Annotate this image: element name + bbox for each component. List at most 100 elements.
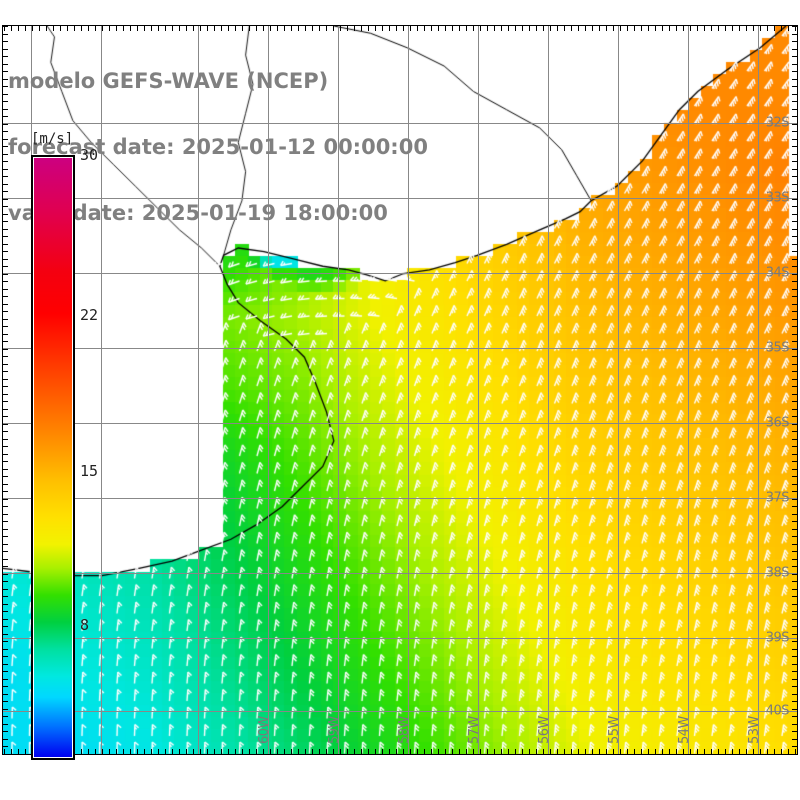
axis-tick [792, 349, 797, 350]
axis-tick [494, 749, 495, 754]
gridline-meridian [688, 26, 689, 754]
axis-tick [3, 146, 8, 147]
axis-tick [792, 379, 797, 380]
axis-tick [792, 394, 797, 395]
axis-tick [347, 749, 348, 754]
axis-tick [3, 671, 8, 672]
axis-tick [3, 604, 8, 605]
gridline-parallel [3, 123, 797, 124]
axis-tick [137, 26, 138, 31]
axis-tick [3, 244, 8, 245]
axis-tick [3, 326, 8, 327]
axis-tick [3, 521, 8, 522]
axis-tick [641, 26, 642, 31]
axis-tick [792, 551, 797, 552]
axis-tick [3, 641, 8, 642]
axis-tick [725, 749, 726, 754]
axis-tick [792, 694, 797, 695]
axis-tick [340, 749, 341, 754]
axis-tick [221, 749, 222, 754]
axis-tick [3, 289, 8, 290]
axis-tick [3, 139, 8, 140]
axis-tick [792, 656, 797, 657]
axis-tick [207, 26, 208, 31]
axis-tick [347, 26, 348, 31]
axis-tick [319, 26, 320, 31]
axis-tick [368, 749, 369, 754]
axis-tick [613, 26, 614, 31]
axis-tick [697, 749, 698, 754]
axis-tick [620, 749, 621, 754]
axis-tick [634, 749, 635, 754]
axis-tick [354, 749, 355, 754]
axis-tick [249, 749, 250, 754]
axis-tick [3, 266, 8, 267]
axis-tick [417, 26, 418, 31]
axis-tick [792, 176, 797, 177]
axis-tick [792, 476, 797, 477]
axis-tick [158, 26, 159, 31]
axis-tick [375, 26, 376, 31]
axis-tick [109, 26, 110, 31]
axis-tick [788, 749, 789, 754]
axis-tick [3, 454, 8, 455]
axis-tick [3, 311, 8, 312]
axis-tick [792, 581, 797, 582]
axis-tick [732, 26, 733, 31]
axis-tick [74, 26, 75, 31]
axis-tick [606, 26, 607, 31]
axis-tick [792, 341, 797, 342]
axis-tick [571, 749, 572, 754]
axis-tick [179, 749, 180, 754]
axis-tick [550, 749, 551, 754]
axis-tick [3, 446, 8, 447]
axis-tick [3, 649, 8, 650]
axis-tick [3, 64, 8, 65]
map-plot-area[interactable]: 32S33S34S35S36S37S38S39S40S41S 61W60W59W… [2, 25, 798, 755]
axis-tick [3, 634, 8, 635]
axis-tick [3, 716, 8, 717]
axis-tick [3, 386, 8, 387]
axis-tick [557, 26, 558, 31]
axis-tick [704, 26, 705, 31]
axis-tick [792, 401, 797, 402]
axis-tick [792, 49, 797, 50]
axis-tick [792, 619, 797, 620]
axis-tick [774, 26, 775, 31]
latitude-label: 39S [765, 630, 790, 646]
gridline-parallel [3, 348, 797, 349]
axis-tick [3, 754, 8, 755]
colorbar-tick-label: 15 [80, 461, 99, 480]
axis-tick [606, 749, 607, 754]
axis-tick [655, 749, 656, 754]
axis-tick [792, 529, 797, 530]
colorbar[interactable] [31, 155, 75, 760]
axis-tick [792, 109, 797, 110]
axis-tick [792, 319, 797, 320]
axis-tick [662, 26, 663, 31]
axis-tick [792, 521, 797, 522]
axis-tick [792, 94, 797, 95]
axis-tick [3, 34, 8, 35]
axis-tick [3, 169, 8, 170]
axis-tick [3, 581, 8, 582]
axis-tick [792, 266, 797, 267]
axis-tick [3, 131, 8, 132]
axis-tick [529, 26, 530, 31]
axis-tick [3, 191, 8, 192]
axis-tick [340, 26, 341, 31]
axis-tick [3, 364, 8, 365]
axis-tick [781, 26, 782, 31]
axis-tick [3, 341, 8, 342]
axis-tick [792, 244, 797, 245]
axis-tick [739, 26, 740, 31]
axis-tick [792, 169, 797, 170]
axis-tick [792, 221, 797, 222]
axis-tick [18, 26, 19, 31]
axis-tick [102, 26, 103, 31]
latitude-label: 34S [765, 265, 790, 281]
latitude-label: 33S [765, 190, 790, 206]
axis-tick [792, 386, 797, 387]
axis-tick [200, 26, 201, 31]
axis-tick [792, 304, 797, 305]
